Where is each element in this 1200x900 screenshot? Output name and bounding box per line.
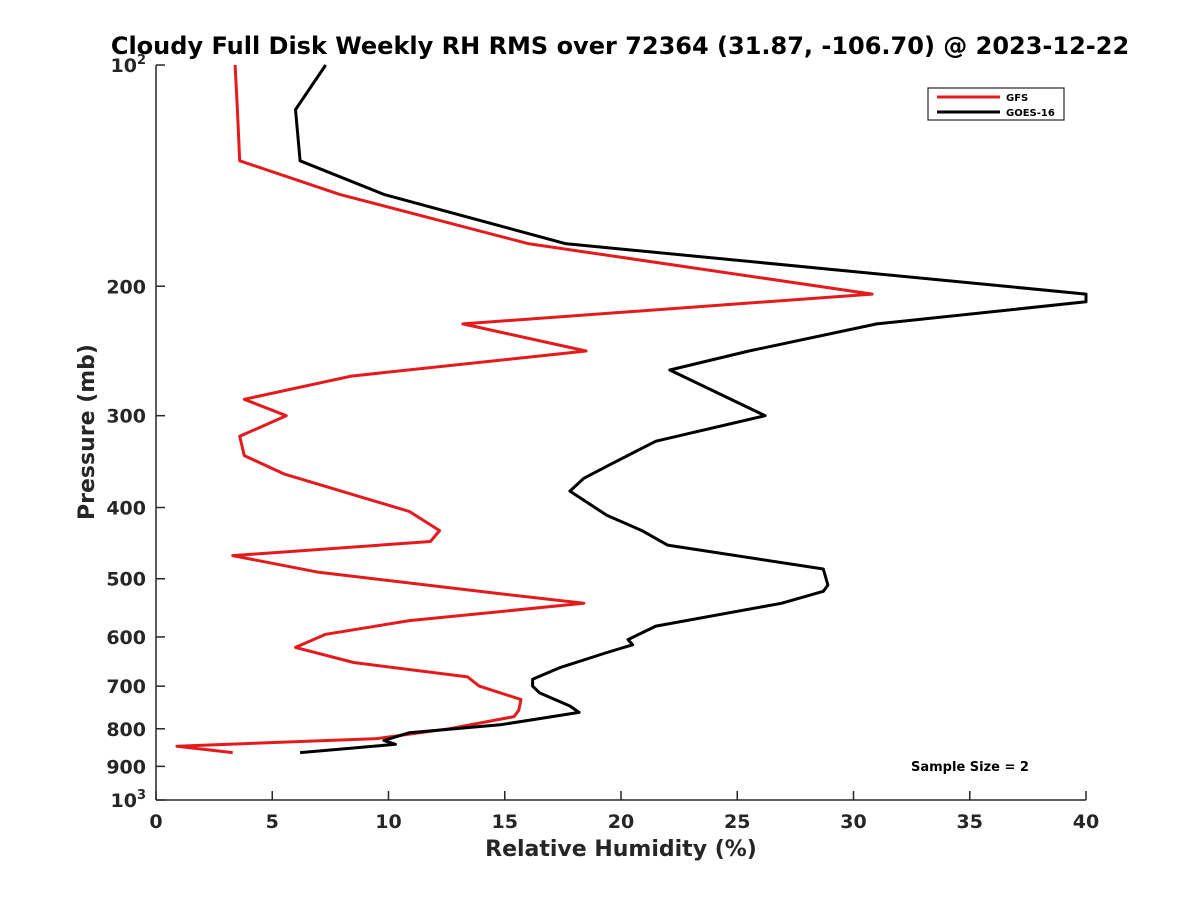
y-tick-label-7: 800 [106,719,146,741]
series-line-goes-16 [294,64,1088,755]
x-tick-label-8: 40 [1073,811,1099,833]
series-line-gfs [175,64,874,755]
x-tick-label-5: 25 [724,811,750,833]
ticks: 0 5 10 15 20 25 30 35 40102200300400500600700800… [106,53,1099,833]
y-tick-label-base-9: 10 [111,790,137,812]
y-tick-label-1: 200 [106,276,146,298]
legend-label-gfs: GFS [1006,93,1028,104]
legend-label-goes-16: GOES-16 [1006,108,1055,119]
x-tick-label-0: 0 [149,811,162,833]
axes [155,65,1086,801]
y-tick-label-3: 400 [106,498,146,520]
x-tick-label-2: 10 [375,811,401,833]
x-tick-label-7: 35 [957,811,983,833]
x-tick-label-3: 15 [492,811,518,833]
sample-size-annotation: Sample Size = 2 [911,760,1029,775]
y-tick-label-5: 600 [106,627,146,649]
y-tick-label-exponent-9: 3 [137,788,146,803]
x-axis-label: Relative Humidity (%) [485,837,757,862]
series-lines [175,64,1088,755]
x-tick-label-1: 5 [266,811,279,833]
x-tick-label-4: 20 [608,811,634,833]
x-tick-label-6: 30 [840,811,866,833]
y-axis-label: Pressure (mb) [75,344,100,520]
y-tick-label-8: 900 [106,756,146,778]
y-tick-label-6: 700 [106,676,146,698]
y-tick-label-2: 300 [106,406,146,428]
y-tick-label-0: 102 [111,53,147,77]
y-tick-label-base-0: 10 [111,55,137,77]
chart-title: Cloudy Full Disk Weekly RH RMS over 7236… [111,32,1129,60]
y-tick-label-9: 103 [111,788,147,812]
y-tick-label-4: 500 [106,569,146,591]
legend-box [927,87,1065,121]
legend: GFS GOES-16 [927,87,1065,121]
y-tick-label-exponent-0: 2 [137,53,146,68]
